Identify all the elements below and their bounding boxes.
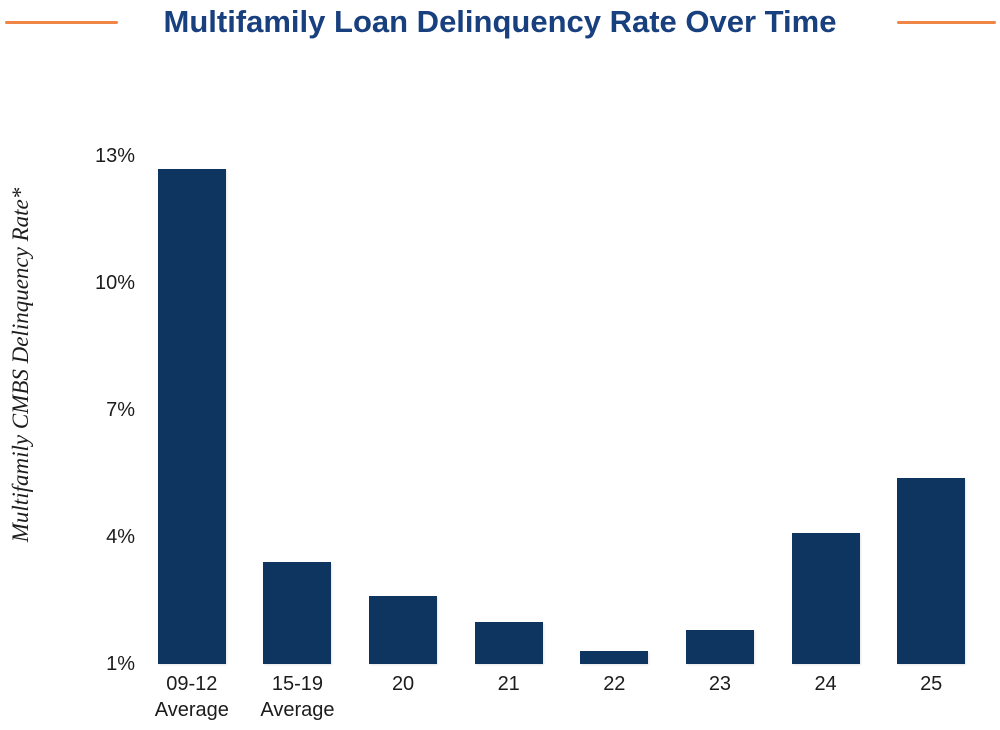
y-axis-ticks: 1% 4% 7% 10% 13% [55,130,135,675]
x-axis-category-label: 23 [708,673,732,695]
bar-slot [350,130,456,664]
bar-slot [139,130,245,664]
x-axis-category-label: 22 [603,673,626,695]
title-rule-left-decoration [5,21,118,24]
bar-09-12-average [157,168,226,664]
bar-22 [580,651,649,664]
title-rule-right-decoration [897,21,996,24]
x-axis-category-label: 24 [814,673,837,695]
bar-slot [667,130,773,664]
x-axis-category-label: 09-12 Average [154,673,229,721]
bar-15-19-average [263,562,332,664]
y-tick-label: 10% [94,272,135,295]
x-axis-category-label: 25 [920,673,943,695]
x-axis-category-label: 20 [391,673,415,695]
y-axis-title: Multifamily CMBS Delinquency Rate* [8,187,33,543]
y-tick-label: 1% [106,653,135,675]
x-axis-category-label: 15-19 Average [260,673,335,721]
bar-slot [562,130,668,664]
plot-area [139,130,984,664]
x-axis-category-label: 21 [497,673,520,695]
y-tick-label: 4% [106,526,135,549]
bar-slot [773,130,879,664]
bar-slot [878,130,984,664]
y-tick-label: 13% [94,145,135,168]
bar-24 [791,532,860,664]
bar-20 [369,596,438,664]
y-tick-label: 7% [106,399,135,422]
bar-slot [456,130,562,664]
chart-title: Multifamily Loan Delinquency Rate Over T… [163,4,837,39]
x-axis-labels: 09-12 Average 15-19 Average 20 21 22 23 24 25 [139,671,984,723]
bar-21 [474,621,543,664]
bar-25 [897,477,966,664]
bar-slot [245,130,351,664]
bar-23 [685,630,754,664]
